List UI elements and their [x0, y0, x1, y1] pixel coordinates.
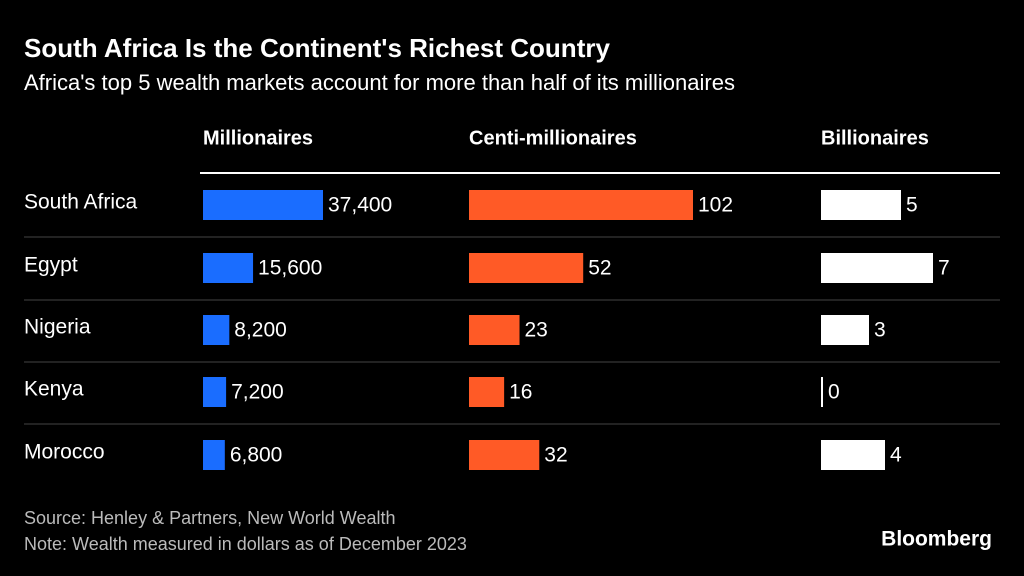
bar: [469, 190, 693, 220]
note: Note: Wealth measured in dollars as of D…: [24, 534, 467, 554]
value-label: 8,200: [234, 319, 287, 342]
bar: [821, 190, 901, 220]
value-label: 0: [828, 381, 840, 404]
category-label: Egypt: [24, 254, 78, 277]
value-label: 7: [938, 257, 950, 280]
brand: Bloomberg: [881, 528, 992, 551]
value-label: 32: [544, 444, 567, 467]
bar: [821, 440, 885, 470]
category-label: Kenya: [24, 378, 84, 401]
bar: [469, 440, 540, 470]
category-label: Nigeria: [24, 316, 91, 339]
value-label: 16: [509, 381, 532, 404]
source: Source: Henley & Partners, New World Wea…: [24, 508, 396, 528]
bar: [203, 253, 254, 283]
value-label: 52: [588, 257, 611, 280]
value-label: 6,800: [230, 444, 283, 467]
panel-header: Centi-millionaires: [469, 127, 637, 149]
panel-header: Millionaires: [203, 127, 313, 149]
bar: [821, 315, 869, 345]
value-label: 3: [874, 319, 886, 342]
value-label: 102: [698, 194, 733, 217]
value-label: 23: [525, 319, 548, 342]
bar: [469, 315, 520, 345]
bar: [821, 377, 823, 407]
chart-subtitle: Africa's top 5 wealth markets account fo…: [24, 70, 735, 95]
bar: [821, 253, 933, 283]
value-label: 37,400: [328, 194, 392, 217]
category-label: Morocco: [24, 441, 105, 464]
bar: [203, 315, 230, 345]
value-label: 4: [890, 444, 902, 467]
panel-header: Billionaires: [821, 127, 929, 149]
bar: [469, 377, 505, 407]
category-label: South Africa: [24, 191, 138, 214]
value-label: 7,200: [231, 381, 284, 404]
value-label: 5: [906, 194, 918, 217]
value-label: 15,600: [258, 257, 322, 280]
bar: [469, 253, 584, 283]
bar: [203, 190, 323, 220]
bar: [203, 440, 225, 470]
bar: [203, 377, 227, 407]
chart-title: South Africa Is the Continent's Richest …: [24, 33, 610, 63]
